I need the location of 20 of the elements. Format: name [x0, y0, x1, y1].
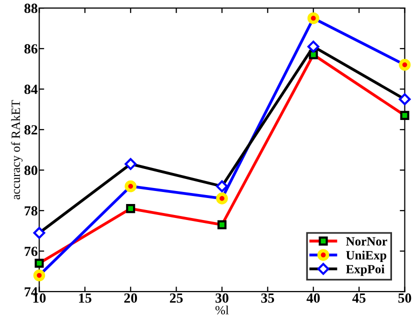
legend-label: NorNor	[346, 237, 388, 246]
y-axis-title: accuracy of RAkET	[11, 100, 23, 200]
x-axis-title: %l	[215, 306, 229, 314]
x-tick-label: 35	[261, 293, 274, 303]
x-tick-label: 30	[216, 293, 228, 303]
y-tick-label: 86	[24, 44, 38, 54]
x-tick-label: 45	[352, 293, 366, 303]
x-tick-label: 40	[306, 293, 320, 303]
y-tick-label: 80	[24, 166, 38, 176]
y-tick-label: 78	[24, 206, 38, 216]
legend-label: ExpPoi	[346, 264, 384, 276]
y-tick-label: 84	[24, 84, 38, 94]
x-tick-label: 20	[124, 293, 138, 303]
x-tick-label: 15	[79, 293, 92, 303]
legend-label: UniExp	[346, 250, 386, 262]
y-tick-label: 88	[24, 4, 38, 14]
x-tick-label: 50	[398, 293, 412, 303]
y-tick-label: 82	[24, 125, 38, 135]
y-tick-label: 76	[24, 246, 38, 256]
x-tick-label: 25	[170, 293, 183, 303]
